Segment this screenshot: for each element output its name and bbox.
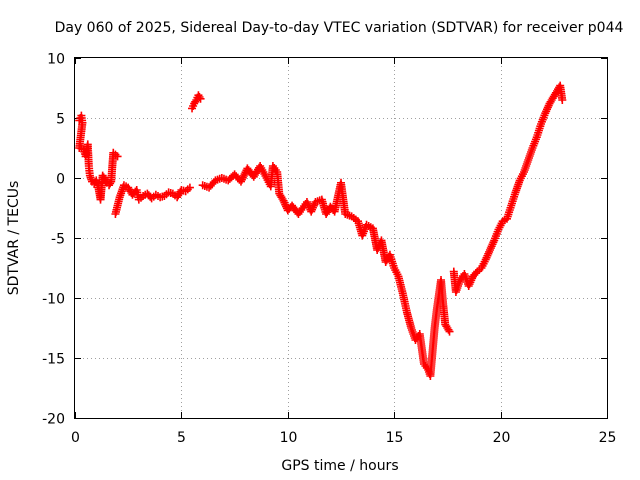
tick-labels: 0 5 10 15 20 25 -20 -15 -10 -5 0 5 10 <box>42 52 616 447</box>
y-tick-label: 5 <box>56 112 65 128</box>
data-point <box>195 93 204 101</box>
x-tick-label: 5 <box>177 430 186 446</box>
data-points <box>75 81 567 380</box>
x-tick-label: 15 <box>386 430 404 446</box>
data-point <box>558 96 567 104</box>
data-point <box>113 152 122 161</box>
y-tick-label: 10 <box>47 52 65 68</box>
data-point <box>444 325 453 334</box>
axis-ticks <box>75 58 608 419</box>
x-tick-label: 10 <box>280 430 298 446</box>
y-tick-label: -5 <box>51 232 65 248</box>
x-tick-label: 20 <box>493 430 511 446</box>
y-tick-label: -15 <box>42 352 65 368</box>
data-point <box>445 327 454 336</box>
data-point <box>106 179 115 188</box>
y-axis-label: SDTVAR / TECUs <box>6 181 22 296</box>
y-tick-label: 0 <box>56 172 65 188</box>
x-axis-label: GPS time / hours <box>281 458 398 474</box>
y-tick-label: -10 <box>42 292 65 308</box>
chart-title: Day 060 of 2025, Sidereal Day-to-day VTE… <box>55 20 624 36</box>
x-tick-label: 25 <box>599 430 617 446</box>
plot-frame <box>74 57 608 419</box>
grid-lines <box>75 58 607 418</box>
data-point <box>185 183 194 192</box>
y-tick-label: -20 <box>42 412 65 428</box>
data-point <box>191 97 200 106</box>
x-tick-label: 0 <box>71 430 80 446</box>
data-point <box>196 94 205 103</box>
